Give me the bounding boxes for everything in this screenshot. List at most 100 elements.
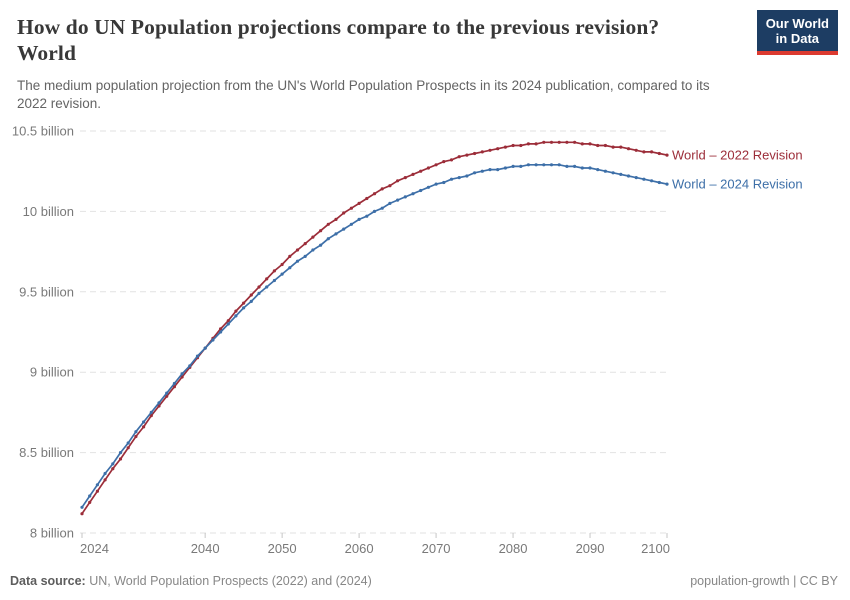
- data-point-marker[interactable]: [88, 494, 92, 498]
- license-slug[interactable]: population-growth | CC BY: [690, 574, 838, 588]
- data-point-marker[interactable]: [580, 166, 584, 170]
- data-point-marker[interactable]: [303, 254, 307, 258]
- data-point-marker[interactable]: [388, 184, 392, 188]
- data-point-marker[interactable]: [419, 169, 423, 173]
- data-point-marker[interactable]: [319, 229, 323, 233]
- data-point-marker[interactable]: [257, 291, 261, 295]
- data-point-marker[interactable]: [488, 148, 492, 152]
- data-point-marker[interactable]: [380, 187, 384, 191]
- data-point-marker[interactable]: [165, 391, 169, 395]
- data-point-marker[interactable]: [295, 259, 300, 263]
- data-point-marker[interactable]: [126, 441, 130, 445]
- data-point-marker[interactable]: [534, 142, 538, 146]
- data-point-marker[interactable]: [626, 147, 631, 151]
- data-point-marker[interactable]: [457, 155, 461, 159]
- data-point-marker[interactable]: [503, 166, 507, 170]
- data-point-marker[interactable]: [118, 457, 123, 461]
- data-point-marker[interactable]: [503, 145, 507, 149]
- data-point-marker[interactable]: [103, 471, 107, 476]
- data-point-marker[interactable]: [95, 483, 99, 487]
- data-point-marker[interactable]: [280, 262, 284, 267]
- data-point-marker[interactable]: [403, 195, 407, 199]
- series-line[interactable]: [81, 163, 668, 508]
- data-point-marker[interactable]: [211, 338, 215, 342]
- data-point-marker[interactable]: [303, 242, 307, 246]
- series-world-2022-revision[interactable]: World – 2022 Revision: [80, 140, 803, 516]
- data-point-marker[interactable]: [542, 163, 546, 167]
- data-point-marker[interactable]: [557, 140, 561, 144]
- data-point-marker[interactable]: [457, 176, 461, 180]
- data-point-marker[interactable]: [326, 237, 330, 241]
- data-point-marker[interactable]: [665, 182, 669, 186]
- data-point-marker[interactable]: [319, 243, 323, 247]
- data-point-marker[interactable]: [611, 171, 615, 175]
- data-point-marker[interactable]: [372, 209, 377, 213]
- data-point-marker[interactable]: [165, 394, 169, 398]
- data-point-marker[interactable]: [434, 163, 438, 167]
- data-point-marker[interactable]: [118, 451, 123, 455]
- data-point-marker[interactable]: [195, 354, 200, 358]
- data-point-marker[interactable]: [588, 142, 592, 146]
- data-point-marker[interactable]: [511, 164, 515, 168]
- data-point-marker[interactable]: [219, 330, 223, 334]
- data-point-marker[interactable]: [480, 150, 484, 154]
- data-point-marker[interactable]: [426, 166, 430, 170]
- data-point-marker[interactable]: [488, 168, 492, 172]
- data-point-marker[interactable]: [180, 375, 184, 379]
- data-point-marker[interactable]: [265, 285, 269, 289]
- data-point-marker[interactable]: [142, 425, 146, 429]
- data-point-marker[interactable]: [365, 196, 369, 201]
- data-point-marker[interactable]: [280, 272, 284, 276]
- data-point-marker[interactable]: [626, 174, 631, 178]
- data-point-marker[interactable]: [588, 166, 592, 170]
- data-point-marker[interactable]: [619, 172, 623, 176]
- data-point-marker[interactable]: [449, 158, 454, 162]
- data-point-marker[interactable]: [565, 140, 569, 144]
- data-point-marker[interactable]: [80, 505, 84, 509]
- data-point-marker[interactable]: [288, 254, 292, 258]
- data-point-marker[interactable]: [650, 150, 654, 154]
- data-point-marker[interactable]: [334, 217, 338, 221]
- data-point-marker[interactable]: [449, 177, 454, 181]
- data-point-marker[interactable]: [242, 306, 246, 310]
- data-point-marker[interactable]: [295, 248, 300, 252]
- data-point-marker[interactable]: [103, 478, 107, 482]
- data-point-marker[interactable]: [372, 192, 377, 196]
- data-point-marker[interactable]: [496, 147, 500, 151]
- data-point-marker[interactable]: [388, 201, 392, 205]
- data-point-marker[interactable]: [149, 414, 153, 418]
- series-end-label[interactable]: World – 2022 Revision: [672, 148, 803, 163]
- data-point-marker[interactable]: [188, 364, 192, 368]
- data-point-marker[interactable]: [157, 404, 161, 408]
- data-point-marker[interactable]: [549, 163, 554, 167]
- data-point-marker[interactable]: [249, 299, 253, 303]
- data-point-marker[interactable]: [342, 227, 346, 231]
- data-point-marker[interactable]: [434, 182, 438, 186]
- data-point-marker[interactable]: [542, 140, 546, 144]
- data-point-marker[interactable]: [596, 143, 600, 148]
- data-point-marker[interactable]: [142, 420, 146, 424]
- data-point-marker[interactable]: [619, 145, 623, 149]
- data-point-marker[interactable]: [242, 301, 246, 305]
- data-point-marker[interactable]: [611, 145, 615, 149]
- data-point-marker[interactable]: [473, 171, 477, 175]
- data-point-marker[interactable]: [580, 142, 584, 146]
- data-point-marker[interactable]: [349, 222, 353, 226]
- data-point-marker[interactable]: [226, 322, 230, 326]
- data-point-marker[interactable]: [396, 198, 400, 202]
- data-point-marker[interactable]: [665, 153, 669, 157]
- data-point-marker[interactable]: [226, 319, 230, 323]
- data-point-marker[interactable]: [642, 150, 646, 154]
- data-point-marker[interactable]: [80, 512, 84, 516]
- data-point-marker[interactable]: [642, 177, 646, 181]
- data-point-marker[interactable]: [349, 206, 353, 210]
- data-point-marker[interactable]: [265, 277, 269, 281]
- data-point-marker[interactable]: [426, 185, 430, 189]
- data-point-marker[interactable]: [442, 180, 446, 185]
- data-point-marker[interactable]: [526, 163, 531, 167]
- data-point-marker[interactable]: [111, 462, 115, 466]
- data-point-marker[interactable]: [88, 500, 92, 504]
- data-point-marker[interactable]: [519, 164, 523, 168]
- chart-area[interactable]: 8 billion 8.5 billion 9 billion 9.5 billion…: [0, 115, 850, 565]
- data-point-marker[interactable]: [365, 214, 369, 218]
